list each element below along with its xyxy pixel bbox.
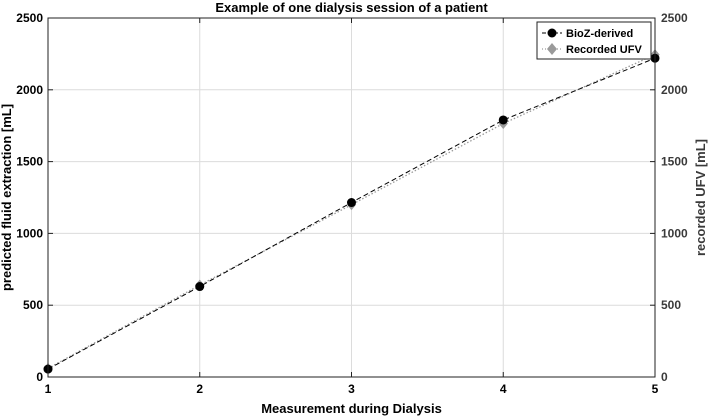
y-axis-label-right: recorded UFV [mL]	[693, 139, 708, 256]
x-tick-label: 5	[652, 382, 659, 396]
y-tick-label-right: 2500	[661, 11, 688, 25]
x-axis-label: Measurement during Dialysis	[261, 401, 442, 416]
data-point-bioz	[347, 198, 356, 208]
y-tick-label-left: 2000	[16, 83, 43, 97]
y-tick-label-left: 0	[36, 370, 43, 384]
y-tick-label-left: 500	[23, 298, 43, 312]
legend-marker-bioz	[547, 28, 557, 38]
y-tick-label-left: 1500	[16, 155, 43, 169]
y-axis-label-left: predicted fluid extraction [mL]	[0, 104, 14, 291]
chart-title: Example of one dialysis session of a pat…	[215, 0, 488, 15]
legend-label-recorded: Recorded UFV	[566, 44, 642, 56]
y-tick-label-right: 1000	[661, 226, 688, 240]
x-tick-label: 2	[196, 382, 203, 396]
data-point-bioz	[195, 282, 205, 292]
y-tick-label-right: 2000	[661, 83, 688, 97]
y-tick-label-right: 0	[661, 370, 668, 384]
data-point-bioz	[498, 115, 508, 125]
x-tick-label: 3	[348, 382, 355, 396]
legend-label-bioz: BioZ-derived	[566, 28, 633, 40]
x-tick-label: 4	[500, 382, 507, 396]
y-tick-label-right: 500	[661, 298, 681, 312]
axis-ticks: 1 2 3 4 505001000150020002500050010001500200…	[16, 11, 688, 396]
gridlines	[48, 18, 655, 377]
legend-marker-recorded	[547, 43, 557, 55]
legend-box	[536, 21, 652, 60]
y-tick-label-left: 1000	[16, 226, 43, 240]
x-tick-label: 1	[45, 382, 52, 396]
legend: BioZ-derived Recorded UFV	[536, 21, 652, 60]
y-tick-label-right: 1500	[661, 155, 688, 169]
y-tick-label-left: 2500	[16, 11, 43, 25]
series-bioz-derived	[43, 53, 660, 374]
